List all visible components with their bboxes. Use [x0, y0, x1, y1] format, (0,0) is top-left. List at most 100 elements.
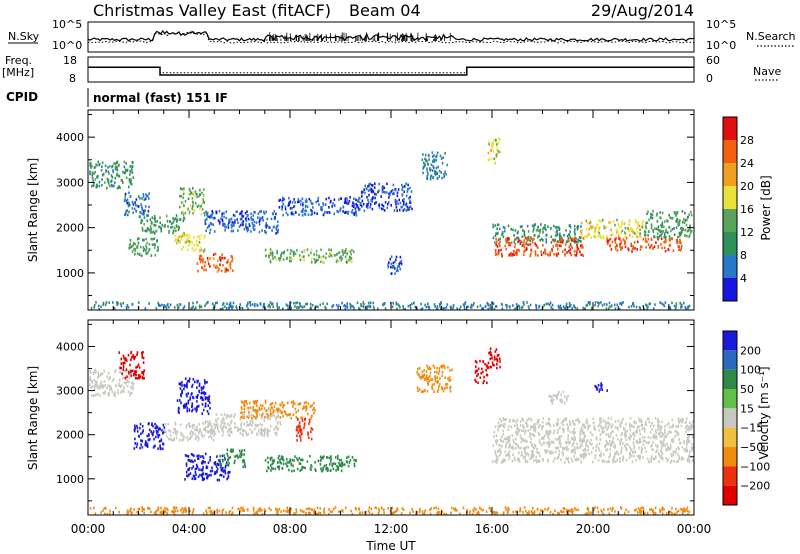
heatmap-cell	[190, 430, 192, 433]
heatmap-cell	[260, 416, 263, 420]
heatmap-cell	[163, 225, 166, 228]
heatmap-cell	[282, 415, 284, 418]
heatmap-cell	[129, 169, 132, 173]
heatmap-cell	[564, 248, 566, 252]
heatmap-cell	[639, 232, 641, 235]
heatmap-cell	[607, 417, 610, 420]
heatmap-cell	[119, 370, 121, 374]
heatmap-cell	[497, 353, 500, 357]
heatmap-cell	[299, 439, 302, 442]
heatmap-cell	[653, 235, 655, 238]
heatmap-cell	[295, 301, 297, 305]
heatmap-cell	[559, 233, 561, 236]
heatmap-cell	[641, 424, 644, 427]
heatmap-cell	[140, 218, 143, 222]
heatmap-cell	[562, 427, 564, 431]
heatmap-cell	[580, 444, 583, 447]
heatmap-cell	[203, 434, 205, 437]
heatmap-cell	[177, 410, 180, 414]
heatmap-cell	[675, 425, 677, 428]
heatmap-cell	[96, 386, 99, 389]
heatmap-cell	[633, 304, 635, 308]
heatmap-cell	[523, 245, 526, 249]
heatmap-cell	[624, 240, 627, 244]
heatmap-cell	[197, 405, 199, 408]
heatmap-cell	[667, 304, 670, 307]
heatmap-cell	[199, 429, 202, 432]
heatmap-cell	[337, 468, 340, 471]
heatmap-cell	[545, 432, 547, 436]
heatmap-cell	[609, 237, 612, 241]
heatmap-cell	[501, 459, 504, 462]
heatmap-cell	[240, 455, 242, 458]
heatmap-cell	[203, 392, 206, 396]
heatmap-cell	[489, 306, 491, 310]
heatmap-cell	[346, 456, 348, 459]
heatmap-cell	[128, 371, 130, 375]
heatmap-cell	[657, 418, 659, 421]
heatmap-cell	[232, 301, 235, 305]
freq-left-label-line2: [MHz]	[2, 66, 34, 79]
heatmap-cell	[485, 373, 488, 377]
heatmap-cell	[569, 243, 572, 246]
heatmap-cell	[544, 224, 546, 227]
heatmap-cell	[542, 459, 544, 462]
heatmap-cell	[343, 251, 345, 255]
heatmap-cell	[487, 303, 490, 307]
heatmap-cell	[684, 211, 686, 215]
heatmap-cell	[363, 188, 365, 191]
heatmap-cell	[545, 302, 548, 306]
heatmap-cell	[194, 248, 197, 251]
heatmap-cell	[132, 383, 134, 387]
heatmap-cell	[141, 229, 144, 232]
heatmap-cell	[246, 415, 249, 418]
heatmap-cell	[189, 189, 191, 192]
heatmap-cell	[629, 433, 632, 437]
heatmap-cell	[178, 306, 180, 309]
heatmap-cell	[270, 402, 272, 406]
heatmap-cell	[153, 232, 156, 235]
heatmap-cell	[449, 378, 452, 382]
heatmap-cell	[396, 194, 399, 198]
heatmap-cell	[340, 463, 342, 466]
heatmap-cell	[506, 306, 508, 309]
heatmap-cell	[517, 240, 519, 244]
heatmap-cell	[420, 390, 423, 394]
heatmap-cell	[598, 449, 601, 452]
heatmap-cell	[567, 427, 569, 431]
heatmap-cell	[530, 433, 532, 436]
heatmap-cell	[679, 441, 682, 445]
heatmap-cell	[120, 384, 123, 387]
heatmap-cell	[352, 201, 354, 205]
heatmap-cell	[636, 248, 638, 251]
heatmap-cell	[523, 303, 525, 306]
heatmap-cell	[661, 302, 663, 305]
heatmap-cell	[642, 456, 644, 459]
heatmap-cell	[511, 445, 514, 448]
heatmap-cell	[640, 235, 642, 239]
heatmap-cell	[292, 400, 295, 403]
heatmap-cell	[467, 305, 469, 308]
heatmap-cell	[309, 302, 312, 306]
heatmap-cell	[510, 227, 512, 231]
heatmap-cell	[271, 414, 273, 418]
heatmap-cell	[677, 446, 680, 449]
heatmap-cell	[520, 306, 523, 310]
heatmap-cell	[204, 304, 206, 307]
heatmap-cell	[580, 245, 583, 249]
heatmap-cell	[149, 438, 151, 441]
heatmap-cell	[665, 235, 667, 239]
heatmap-cell	[118, 186, 121, 189]
heatmap-cell	[603, 430, 605, 434]
heatmap-cell	[308, 420, 311, 424]
heatmap-cell	[495, 232, 497, 235]
heatmap-cell	[427, 367, 429, 370]
heatmap-cell	[392, 183, 395, 187]
heatmap-cell	[534, 430, 537, 433]
heatmap-cell	[541, 228, 544, 231]
heatmap-cell	[223, 215, 225, 219]
heatmap-cell	[147, 194, 149, 198]
heatmap-cell	[290, 462, 293, 466]
heatmap-cell	[640, 446, 643, 450]
heatmap-cell	[436, 177, 439, 180]
